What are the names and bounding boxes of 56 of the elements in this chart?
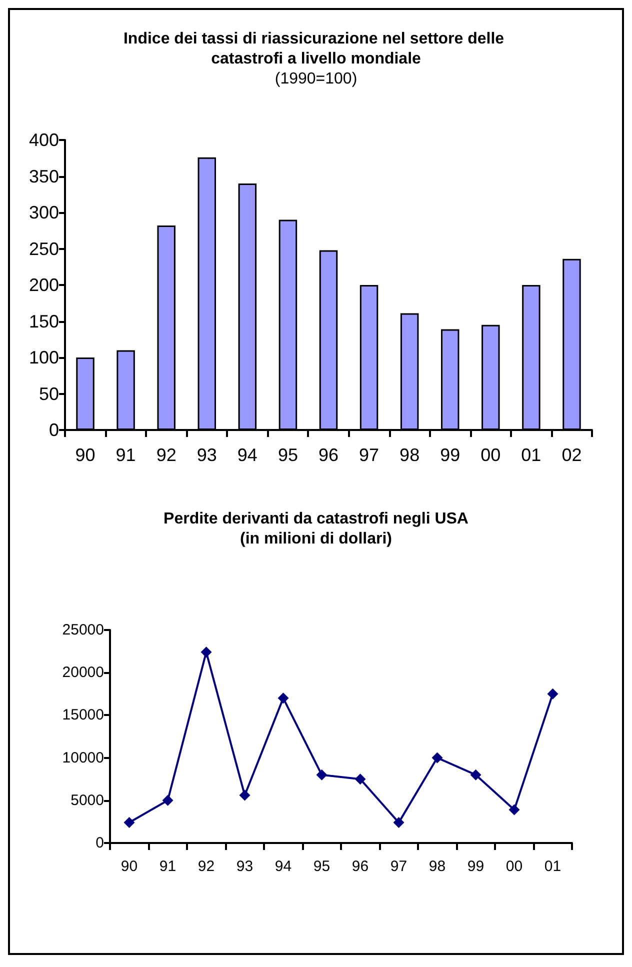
y-tick-label: 100: [28, 348, 59, 368]
x-tick-label: 94: [274, 858, 292, 875]
point: [278, 692, 289, 704]
y-tick-label: 400: [28, 130, 59, 150]
y-tick-label: 50: [38, 384, 59, 404]
point: [200, 646, 212, 658]
point: [470, 769, 482, 780]
x-tick-label: 99: [440, 445, 460, 465]
x-tick-label: 93: [196, 445, 217, 465]
x-tick-label: 99: [467, 858, 484, 875]
point: [162, 794, 174, 806]
x-tick-label: 91: [116, 445, 136, 465]
x-tick-label: 98: [400, 445, 420, 465]
y-tick-label: 300: [28, 202, 59, 222]
y-tick-label: 0: [48, 420, 59, 440]
x-tick-label: 00: [506, 858, 523, 875]
x-tick-label: 94: [237, 445, 258, 465]
x-tick-label: 01: [544, 858, 562, 875]
chart-subtitle: (1990=100): [274, 70, 358, 88]
y-tick-label: 5000: [70, 792, 104, 809]
point: [508, 804, 520, 816]
x-tick-label: 01: [521, 445, 542, 465]
chart-subtitle: (in milioni di dollari): [240, 530, 392, 548]
x-tick-label: 97: [390, 858, 408, 875]
point: [124, 817, 135, 828]
x-tick-label: 97: [359, 445, 380, 465]
point: [354, 774, 366, 785]
point: [432, 752, 443, 764]
x-tick-label: 90: [75, 445, 96, 465]
y-tick-label: 200: [28, 275, 59, 295]
x-tick-label: 96: [352, 858, 369, 875]
y-tick-label: 25000: [62, 622, 104, 638]
x-tick-label: 96: [318, 445, 339, 465]
y-tick-label: 10000: [62, 749, 104, 766]
point: [547, 688, 558, 700]
y-tick-label: 250: [28, 238, 59, 259]
y-tick-label: 20000: [62, 664, 104, 682]
point: [239, 790, 250, 801]
y-tick-label: 350: [28, 166, 59, 186]
x-tick-label: 92: [198, 858, 215, 875]
x-tick-label: 98: [428, 858, 446, 875]
x-tick-label: 90: [120, 858, 138, 875]
x-tick-label: 91: [159, 858, 176, 875]
y-tick-label: 15000: [62, 706, 104, 724]
x-tick-label: 00: [480, 445, 501, 465]
point: [316, 769, 328, 780]
x-tick-label: 92: [156, 445, 176, 465]
y-tick-label: 0: [96, 834, 104, 852]
y-tick-label: 150: [28, 311, 59, 332]
chart-title: Indice dei tassi di riassicurazione nel settore delle catastrofi a livello mondiale: [123, 30, 509, 68]
point: [393, 817, 404, 828]
x-tick-label: 02: [562, 445, 582, 465]
chart-title: Perdite derivanti da catastrofi negli USA: [164, 510, 469, 528]
x-tick-label: 93: [236, 858, 254, 875]
x-tick-label: 95: [313, 858, 330, 875]
x-tick-label: 95: [278, 445, 298, 465]
